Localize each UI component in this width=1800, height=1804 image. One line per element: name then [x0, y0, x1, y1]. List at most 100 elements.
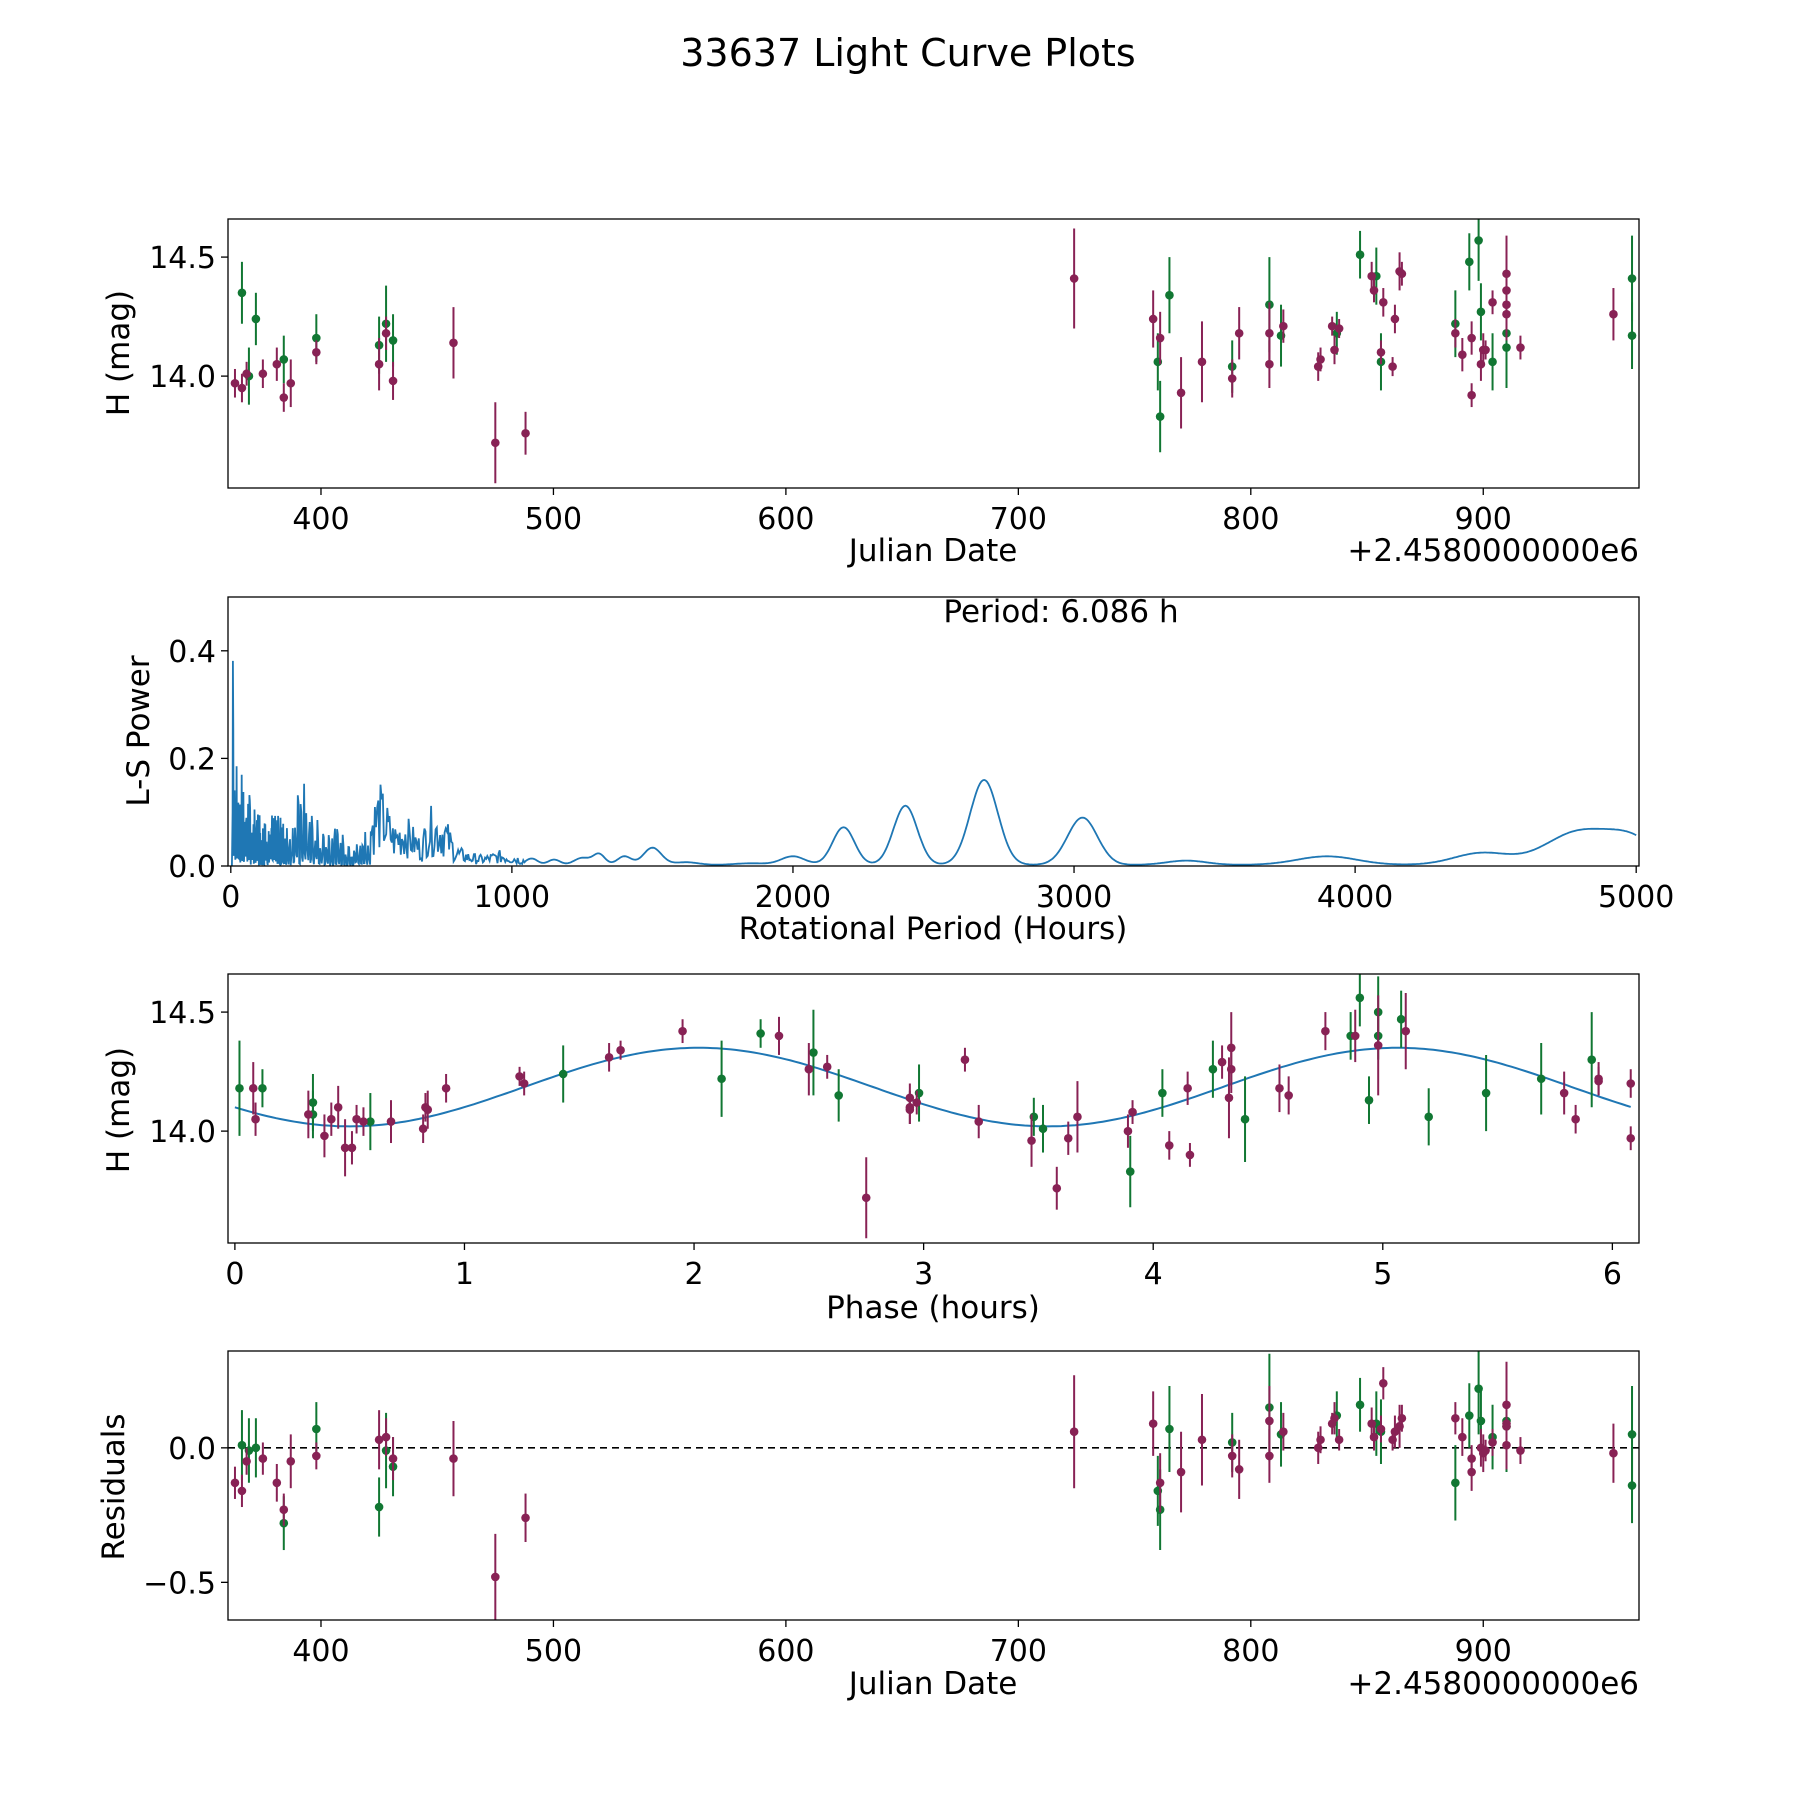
phase-ytick-label: 14.5 — [149, 996, 216, 1031]
residuals-point-filter-g — [1451, 1478, 1460, 1488]
phase-point-filter-r — [1401, 1026, 1411, 1036]
phase-point-filter-g — [1240, 1114, 1250, 1124]
light-curve-point-filter-r — [388, 376, 398, 386]
light-curve-panel: Julian Date H (mag) +2.4580000000e6 400 5… — [101, 218, 1640, 569]
periodogram-xtick-label: 2000 — [755, 880, 831, 915]
residuals-point-filter-r — [237, 1486, 247, 1496]
residuals-point-filter-r — [381, 1432, 391, 1442]
light-curve-point-filter-r — [1369, 286, 1379, 295]
periodogram-xlabel: Rotational Period (Hours) — [739, 911, 1128, 947]
light-curve-ytick-label: 14.5 — [149, 241, 216, 276]
residuals-point-filter-r — [258, 1454, 268, 1463]
phase-xtick-label: 1 — [455, 1257, 474, 1292]
phase-point-filter-r — [1183, 1083, 1192, 1093]
phase-xtick-label: 2 — [685, 1257, 704, 1292]
phase-point-filter-r — [1063, 1133, 1073, 1143]
phase-point-filter-r — [822, 1062, 832, 1072]
light-curve-point-filter-r — [491, 438, 500, 448]
residuals-point-filter-g — [312, 1424, 321, 1434]
light-curve-xtick-label: 600 — [757, 502, 814, 537]
residuals-point-filter-r — [1265, 1451, 1274, 1461]
phase-xtick-label: 0 — [225, 1257, 244, 1292]
figure-title: 33637 Light Curve Plots — [680, 31, 1135, 75]
residuals-panel: Julian Date Residuals +2.4580000000e6 40… — [96, 1350, 1640, 1702]
periodogram-xtick-label: 3000 — [1036, 880, 1112, 915]
phase-point-filter-g — [1125, 1167, 1135, 1176]
light-curve-point-filter-r — [1609, 309, 1618, 319]
light-curve-point-filter-r — [1330, 345, 1339, 355]
light-curve-point-filter-g — [279, 355, 289, 364]
phase-point-filter-r — [251, 1114, 260, 1124]
residuals-point-filter-r — [1378, 1378, 1388, 1388]
light-curve-point-filter-g — [1474, 236, 1483, 245]
phase-point-filter-r — [604, 1053, 614, 1062]
phase-point-filter-r — [1217, 1057, 1227, 1067]
periodogram-xtick-label: 4000 — [1317, 880, 1393, 915]
residuals-point-filter-r — [1516, 1446, 1525, 1455]
light-curve-point-filter-r — [1388, 362, 1397, 371]
phase-point-filter-r — [1373, 1041, 1383, 1050]
phase-point-filter-r — [1185, 1150, 1195, 1160]
phase-xtick-label: 4 — [1144, 1257, 1163, 1292]
phase-point-filter-r — [1626, 1133, 1636, 1143]
light-curve-point-filter-r — [1481, 345, 1490, 355]
phase-point-filter-r — [974, 1117, 984, 1126]
residuals-point-filter-g — [1355, 1400, 1365, 1410]
light-curve-point-filter-r — [1458, 350, 1467, 359]
residuals-ytick-label: −0.5 — [143, 1566, 216, 1601]
phase-point-filter-r — [1027, 1136, 1036, 1145]
light-curve-point-filter-r — [312, 348, 321, 357]
light-curve-point-filter-r — [1327, 321, 1337, 331]
phase-point-filter-r — [861, 1193, 871, 1203]
residuals-point-filter-r — [230, 1478, 240, 1488]
light-curve-point-filter-r — [1376, 348, 1386, 357]
light-curve-offset: +2.4580000000e6 — [1347, 533, 1639, 569]
residuals-point-filter-r — [286, 1456, 296, 1466]
light-curve-point-filter-g — [1476, 307, 1486, 317]
phase-ytick-label: 14.0 — [149, 1115, 216, 1150]
phase-point-filter-r — [1224, 1093, 1234, 1103]
phase-point-filter-r — [333, 1103, 343, 1112]
phase-point-filter-r — [320, 1131, 329, 1141]
phase-point-filter-r — [905, 1105, 915, 1114]
phase-point-filter-g — [1208, 1064, 1218, 1074]
residuals-ytick-label: 0.0 — [168, 1432, 216, 1467]
light-curve-point-filter-r — [521, 428, 530, 438]
phase-point-filter-r — [1284, 1091, 1293, 1100]
phase-point-filter-r — [386, 1117, 396, 1126]
phase-point-filter-r — [1226, 1064, 1236, 1074]
light-curve-point-filter-r — [1148, 314, 1158, 324]
residuals-point-filter-g — [1465, 1411, 1474, 1420]
phase-point-filter-g — [834, 1091, 843, 1100]
residuals-point-filter-g — [1165, 1424, 1174, 1434]
periodogram-ytick-label: 0.0 — [168, 850, 216, 885]
phase-point-filter-r — [912, 1098, 922, 1107]
light-curve-point-filter-g — [1465, 257, 1474, 267]
light-curve-point-filter-g — [251, 314, 261, 324]
light-curve-ytick-label: 14.0 — [149, 360, 216, 395]
phase-point-filter-r — [248, 1083, 258, 1093]
phase-point-filter-r — [1128, 1107, 1137, 1117]
periodogram-annotation: Period: 6.086 h — [943, 594, 1178, 630]
residuals-point-filter-g — [1476, 1416, 1486, 1426]
phase-point-filter-g — [1038, 1124, 1048, 1134]
phase-point-filter-r — [1350, 1031, 1360, 1041]
residuals-point-filter-r — [449, 1454, 458, 1463]
phase-xlabel: Phase (hours) — [826, 1290, 1040, 1326]
light-curve-point-filter-g — [388, 336, 398, 345]
residuals-point-filter-r — [1148, 1419, 1158, 1428]
light-curve-point-filter-r — [230, 378, 240, 388]
periodogram-axes-frame — [227, 596, 1640, 867]
residuals-point-filter-r — [1155, 1478, 1165, 1488]
periodogram-xtick-label: 5000 — [1598, 880, 1674, 915]
light-curve-point-filter-g — [1627, 274, 1637, 283]
light-curve-point-filter-g — [1488, 357, 1497, 367]
light-curve-xtick-label: 500 — [525, 502, 582, 537]
light-curve-point-filter-r — [1197, 357, 1207, 367]
periodogram-ytick-label: 0.2 — [168, 742, 216, 777]
periodogram-panel: Period: 6.086 h Rotational Period (Hours… — [121, 594, 1674, 947]
residuals-point-filter-r — [1234, 1465, 1244, 1474]
phase-point-filter-r — [1571, 1114, 1580, 1124]
light-curve-xlabel: Julian Date — [847, 533, 1018, 569]
